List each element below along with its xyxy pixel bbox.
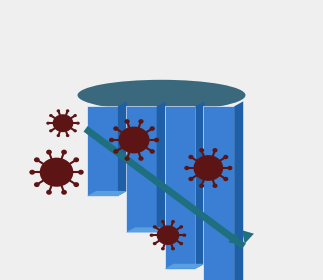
Polygon shape: [195, 101, 204, 269]
Circle shape: [61, 190, 67, 195]
Circle shape: [109, 138, 114, 142]
Circle shape: [66, 134, 69, 137]
Circle shape: [223, 177, 228, 181]
Polygon shape: [87, 191, 127, 196]
Circle shape: [188, 155, 193, 159]
Circle shape: [138, 119, 144, 124]
Circle shape: [66, 109, 69, 112]
Polygon shape: [118, 101, 127, 196]
Circle shape: [153, 242, 157, 245]
Circle shape: [76, 122, 80, 125]
Circle shape: [179, 242, 183, 245]
Circle shape: [73, 129, 77, 132]
Bar: [126, 106, 157, 232]
Circle shape: [193, 155, 223, 181]
Circle shape: [213, 148, 217, 152]
Circle shape: [150, 234, 153, 237]
Circle shape: [182, 234, 186, 237]
Bar: [87, 106, 118, 196]
Circle shape: [223, 155, 228, 159]
Circle shape: [73, 182, 79, 187]
Circle shape: [171, 220, 175, 223]
Circle shape: [184, 166, 189, 170]
Circle shape: [57, 134, 60, 137]
Circle shape: [161, 220, 165, 223]
Circle shape: [40, 158, 73, 187]
Bar: [165, 106, 195, 269]
Circle shape: [157, 225, 179, 245]
Circle shape: [199, 184, 204, 188]
Bar: [203, 106, 234, 280]
Circle shape: [49, 129, 53, 132]
Circle shape: [161, 247, 165, 250]
Circle shape: [150, 149, 155, 154]
Circle shape: [61, 150, 67, 155]
Circle shape: [124, 119, 130, 124]
Circle shape: [179, 225, 183, 228]
Circle shape: [46, 122, 50, 125]
Polygon shape: [126, 227, 166, 232]
Circle shape: [57, 109, 60, 112]
Circle shape: [124, 156, 130, 161]
Circle shape: [34, 157, 40, 162]
Circle shape: [153, 225, 157, 228]
Circle shape: [154, 138, 159, 142]
Circle shape: [150, 126, 155, 131]
Circle shape: [119, 127, 150, 153]
Circle shape: [138, 156, 144, 161]
Circle shape: [34, 182, 40, 187]
Circle shape: [113, 149, 119, 154]
Circle shape: [227, 166, 233, 170]
Circle shape: [188, 177, 193, 181]
Polygon shape: [234, 101, 243, 280]
Polygon shape: [165, 264, 204, 269]
Ellipse shape: [78, 80, 245, 111]
Circle shape: [213, 184, 217, 188]
Circle shape: [46, 190, 52, 195]
Circle shape: [199, 148, 204, 152]
Circle shape: [73, 157, 79, 162]
Circle shape: [113, 126, 119, 131]
Circle shape: [78, 170, 84, 175]
Circle shape: [73, 114, 77, 117]
Circle shape: [49, 114, 53, 117]
Polygon shape: [157, 101, 166, 232]
Circle shape: [53, 114, 73, 132]
Circle shape: [46, 150, 52, 155]
Circle shape: [29, 170, 35, 175]
Circle shape: [171, 247, 175, 250]
